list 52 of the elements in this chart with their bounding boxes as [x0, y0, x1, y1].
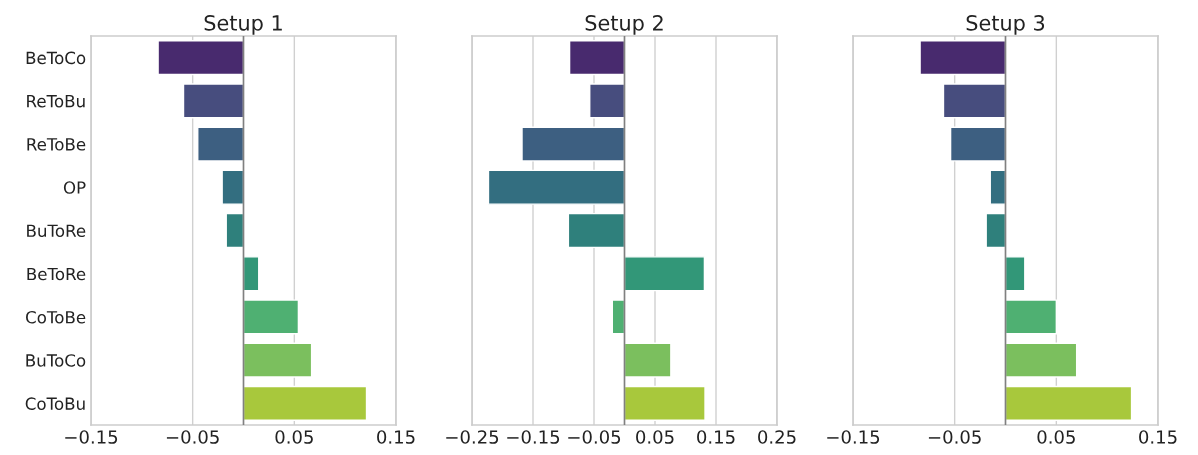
bar	[221, 169, 245, 205]
bar	[919, 40, 1007, 76]
bar	[242, 342, 313, 378]
x-tick-label: −0.05	[928, 430, 981, 444]
bar	[949, 126, 1007, 162]
x-tick-label: 0.15	[1139, 430, 1177, 444]
bar	[623, 256, 706, 292]
bar	[623, 385, 706, 421]
x-tick-label: −0.05	[568, 430, 621, 444]
chart-title: Setup 3	[966, 14, 1045, 35]
x-tick-label: 0.05	[1037, 430, 1075, 444]
bar	[242, 256, 260, 292]
bar	[242, 385, 368, 421]
bar	[1004, 385, 1133, 421]
y-tick-label: CoToBu	[25, 397, 85, 410]
chart-title: Setup 2	[585, 14, 663, 35]
x-tick-label: −0.15	[507, 430, 560, 444]
bar	[623, 342, 672, 378]
bar	[521, 126, 626, 162]
y-tick-label: ReToBe	[27, 138, 86, 151]
bar	[1004, 256, 1026, 292]
x-tick-label: −0.25	[446, 430, 499, 444]
x-tick-label: 0.05	[636, 430, 674, 444]
chart-title: Setup 1	[204, 14, 282, 35]
bar	[182, 83, 245, 119]
bar	[487, 169, 626, 205]
x-tick-label: −0.05	[166, 430, 219, 444]
bar	[942, 83, 1007, 119]
y-tick-label: CoToBe	[26, 310, 86, 324]
bar	[197, 126, 245, 162]
x-tick-label: −0.15	[65, 430, 118, 444]
x-tick-label: 0.15	[697, 430, 735, 444]
bar	[225, 212, 245, 249]
bar	[242, 299, 300, 335]
x-tick-label: 0.25	[758, 430, 796, 444]
bar	[1004, 342, 1078, 378]
y-tick-label: BeToCo	[26, 51, 86, 65]
bar	[989, 169, 1007, 205]
y-tick-label: BuToCo	[26, 354, 86, 367]
bar	[157, 40, 245, 76]
y-tick-label: BeToRe	[27, 267, 86, 281]
bar	[589, 83, 626, 119]
y-tick-label: OP	[63, 181, 86, 194]
bar	[985, 212, 1007, 249]
x-tick-label: 0.15	[377, 430, 415, 444]
y-tick-label: BuToRe	[27, 224, 86, 238]
y-tick-label: ReToBu	[27, 95, 85, 108]
bar	[1004, 299, 1058, 335]
x-tick-label: 0.05	[275, 430, 313, 444]
x-tick-label: −0.15	[827, 430, 880, 444]
bar	[568, 40, 626, 76]
bar	[567, 212, 626, 249]
